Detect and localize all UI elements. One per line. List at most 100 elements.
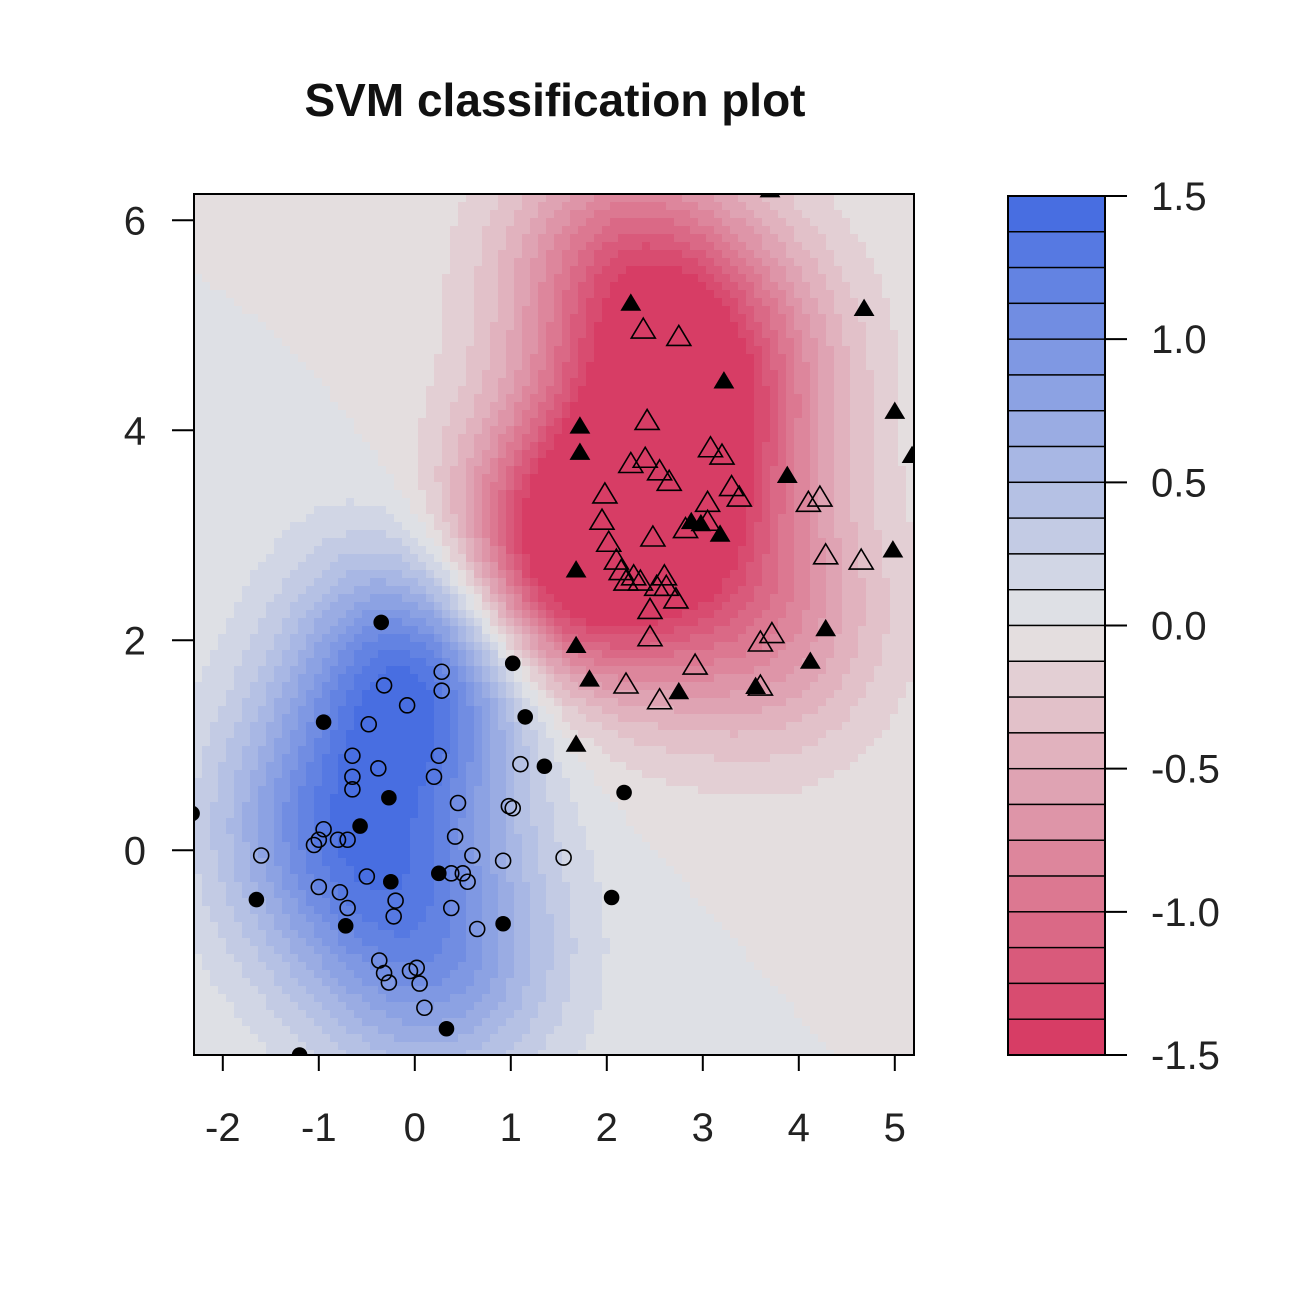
data-point [310, 831, 328, 849]
data-point [352, 818, 368, 834]
data-point [504, 799, 522, 817]
data-point [595, 529, 623, 553]
data-point [616, 784, 632, 801]
data-point [411, 975, 428, 992]
data-point [315, 820, 332, 838]
colorbar-segment [1007, 696, 1106, 734]
data-point [500, 797, 518, 815]
data-point [636, 624, 664, 647]
data-point [579, 669, 600, 687]
data-point [408, 959, 426, 977]
data-point [495, 915, 511, 932]
data-point [745, 676, 767, 694]
colorbar-segment [1007, 982, 1106, 1020]
data-point [646, 458, 674, 481]
series-0 [252, 663, 572, 1017]
data-point [591, 481, 619, 504]
data-point [629, 316, 657, 339]
data-point [416, 999, 433, 1017]
data-point [650, 563, 678, 586]
colorbar-segment [1007, 1018, 1106, 1056]
colorbar-segment [1007, 266, 1106, 305]
data-point [588, 507, 616, 530]
data-point [603, 889, 620, 906]
data-point [639, 524, 667, 547]
data-point [382, 873, 399, 890]
x-tick-label: 2 [596, 1106, 618, 1150]
data-point [433, 663, 450, 681]
colorbar-segment [1007, 767, 1106, 806]
data-point [646, 687, 674, 710]
data-point [494, 852, 512, 870]
x-tick-label: 1 [500, 1106, 522, 1150]
data-point [387, 892, 404, 909]
data-point [806, 484, 834, 507]
data-point [847, 547, 875, 570]
y-tick-label: 6 [124, 199, 146, 243]
data-point [681, 652, 709, 675]
data-point [344, 768, 361, 786]
colorbar-tick-label: -0.5 [1151, 748, 1220, 792]
data-point [709, 524, 731, 542]
data-point [425, 768, 443, 786]
data-point [454, 865, 472, 882]
data-point [344, 747, 361, 765]
data-point [381, 789, 397, 806]
data-point [631, 445, 659, 469]
data-point [815, 618, 837, 637]
axes: -2 -1 0 1 2 3 4 5 0 2 4 6 [124, 199, 906, 1150]
data-point [464, 847, 481, 864]
decision-surface [194, 194, 914, 1055]
data-point [459, 873, 476, 891]
data-point [794, 489, 822, 513]
x-tick-label: 3 [692, 1106, 714, 1150]
data-point [633, 407, 661, 431]
x-tick-label: 4 [788, 1106, 810, 1150]
data-point [468, 920, 486, 938]
x-tick-label: -2 [205, 1106, 241, 1150]
data-point [697, 435, 724, 458]
series-1 [194, 614, 632, 1055]
data-point [248, 891, 265, 908]
data-point [668, 681, 690, 700]
data-point [360, 715, 378, 733]
data-point [690, 513, 712, 532]
data-point [446, 828, 464, 845]
data-point [337, 918, 354, 934]
data-point [449, 794, 467, 812]
data-point [662, 586, 690, 609]
colorbar-tick-label: 0.0 [1151, 605, 1207, 649]
data-point [339, 899, 356, 917]
data-point [315, 714, 332, 730]
data-point [565, 635, 587, 654]
data-point [438, 1020, 455, 1037]
data-point [291, 1047, 308, 1055]
data-point [194, 805, 200, 822]
colorbar-segment [1007, 302, 1106, 340]
data-point [305, 836, 323, 854]
data-point [853, 298, 875, 316]
data-point [375, 677, 393, 694]
data-point [331, 883, 349, 901]
data-point [433, 682, 450, 699]
data-point [713, 371, 735, 389]
colorbar-segment [1007, 875, 1106, 913]
data-point [612, 568, 640, 591]
data-point [398, 697, 416, 714]
colorbar-tick-label: 1.0 [1151, 318, 1207, 362]
colorbar: 1.5 1.0 0.5 0.0 -0.5 -1.0 -1.5 [1007, 175, 1220, 1078]
data-point [375, 964, 393, 982]
data-point [344, 781, 361, 798]
colorbar-segment [1007, 338, 1106, 376]
data-point [504, 655, 521, 672]
colorbar-segment [1007, 374, 1106, 412]
colorbar-segment [1007, 231, 1106, 269]
colorbar-segment [1007, 195, 1106, 233]
colorbar-segment [1007, 803, 1106, 841]
data-point [380, 974, 398, 991]
data-point [385, 908, 402, 925]
x-tick-label: -1 [301, 1106, 337, 1150]
colorbar-tick-label: -1.5 [1151, 1034, 1220, 1078]
data-point [652, 573, 680, 597]
